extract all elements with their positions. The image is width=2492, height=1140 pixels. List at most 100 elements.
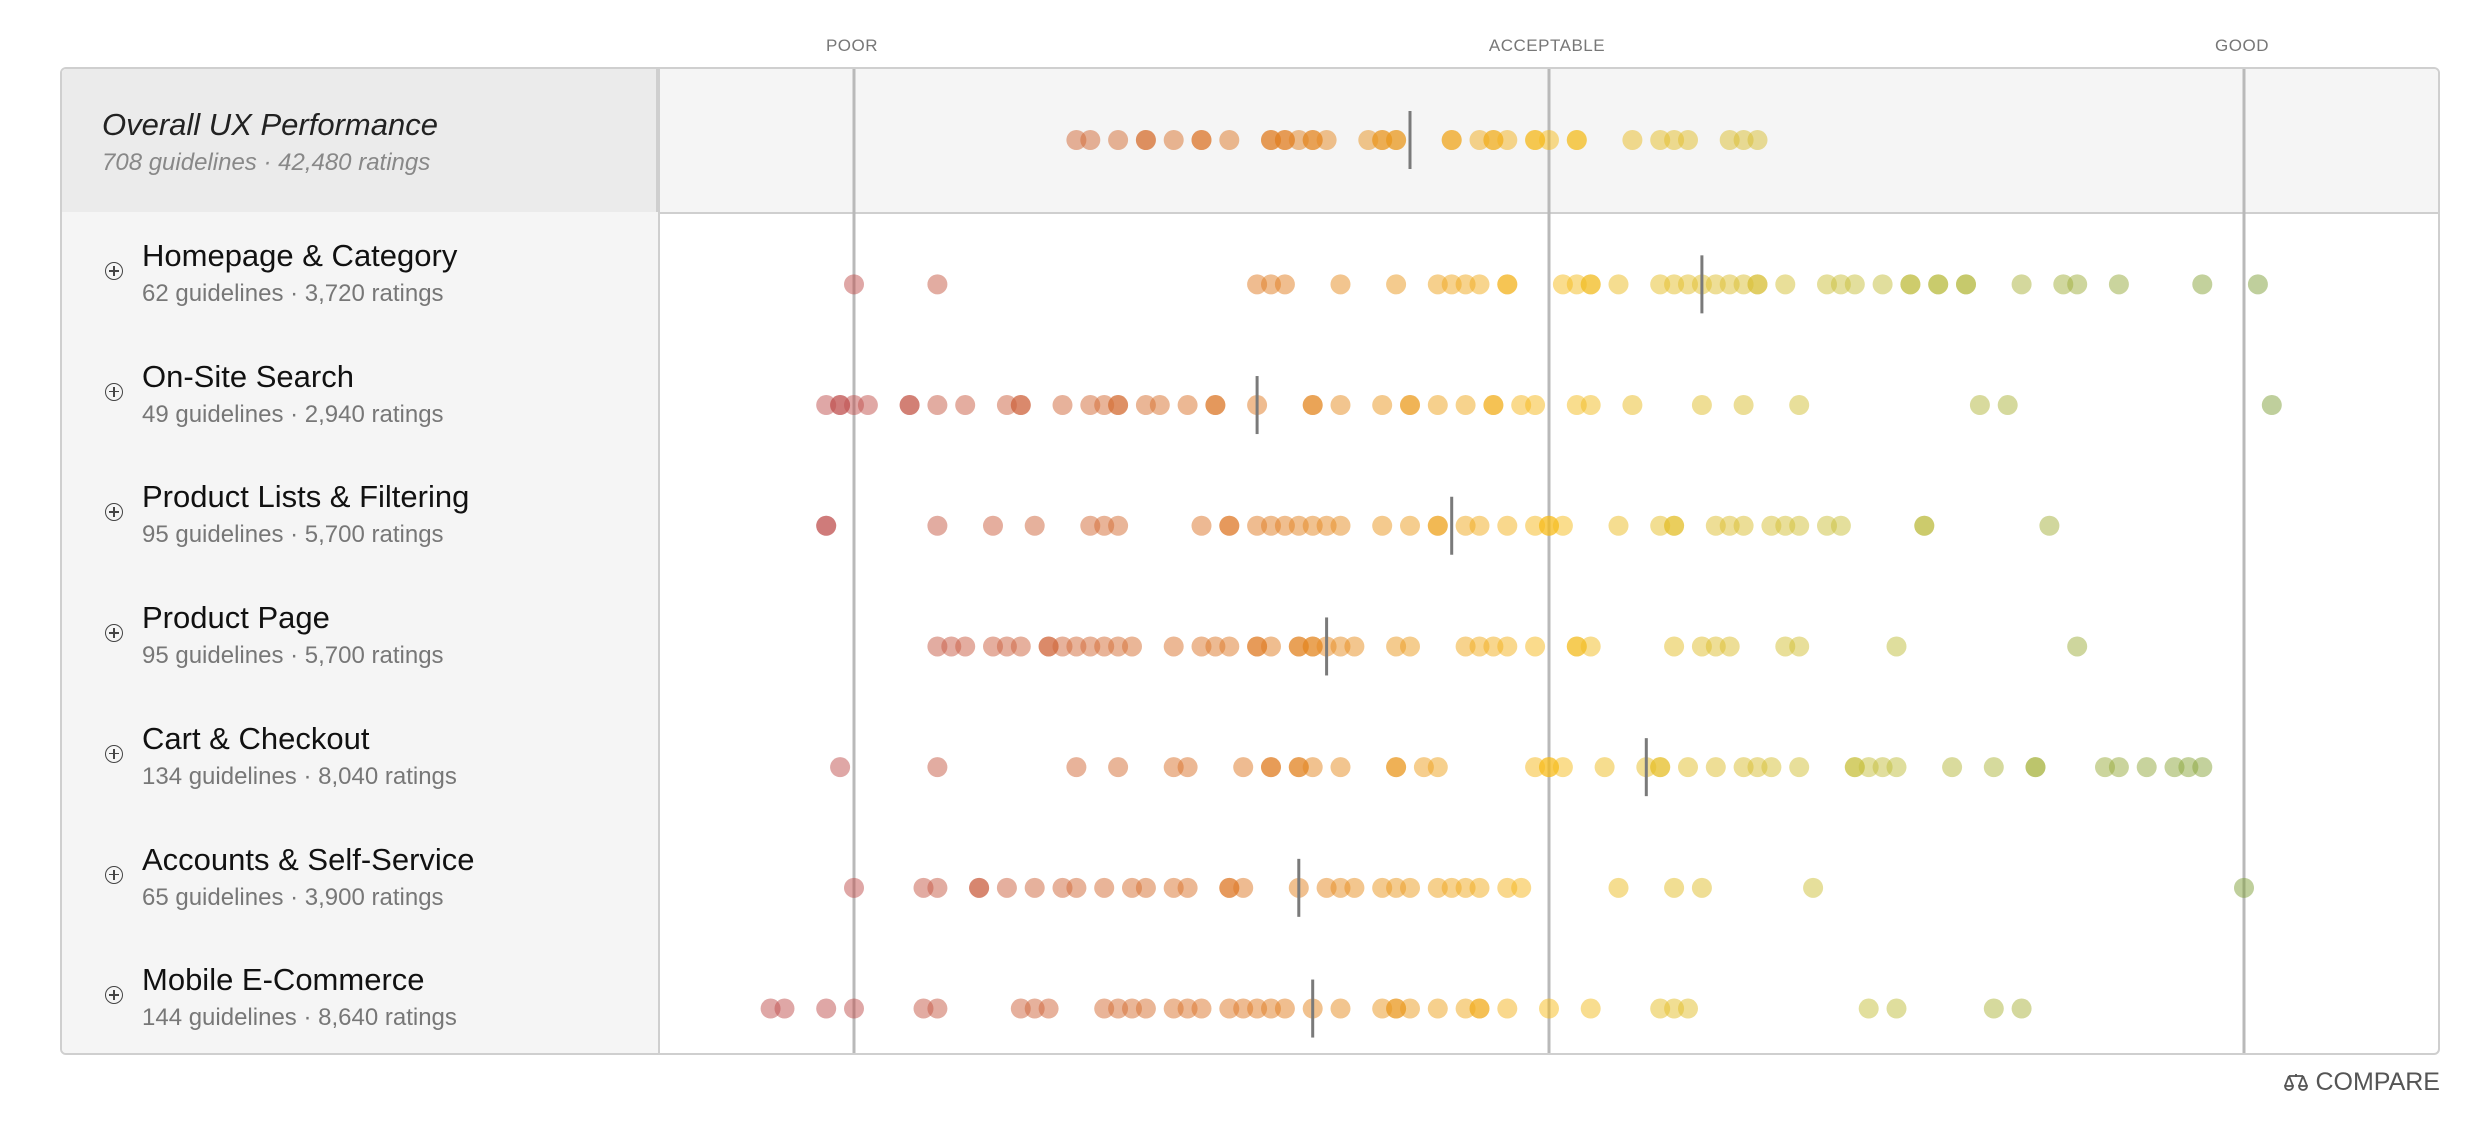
category-title: Accounts & Self-Service bbox=[142, 841, 475, 877]
rating-dot bbox=[1733, 130, 1754, 150]
rating-dot bbox=[1288, 636, 1309, 657]
rating-dot bbox=[1163, 636, 1184, 657]
rating-dot bbox=[2164, 757, 2185, 778]
expand-icon[interactable] bbox=[105, 503, 123, 522]
rating-dot bbox=[1719, 274, 1740, 295]
rating-dot bbox=[1094, 998, 1115, 1019]
rating-dot bbox=[1664, 877, 1685, 898]
category-row[interactable]: Product Page 95 guidelines · 5,700 rating… bbox=[62, 574, 658, 694]
rating-dot bbox=[1455, 998, 1476, 1019]
rating-dot bbox=[1886, 636, 1907, 657]
rating-dot bbox=[1650, 274, 1671, 295]
category-title: Product Page bbox=[142, 600, 330, 636]
category-row[interactable]: Product Lists & Filtering 95 guidelines ·… bbox=[62, 453, 658, 573]
rating-dot bbox=[1608, 515, 1629, 536]
rating-dot bbox=[2192, 757, 2213, 778]
expand-icon[interactable] bbox=[105, 382, 123, 401]
rating-dot bbox=[1400, 998, 1420, 1019]
expand-icon[interactable] bbox=[105, 262, 123, 280]
label-column bbox=[62, 69, 660, 1053]
rating-dot bbox=[1441, 274, 1462, 295]
rating-dot bbox=[1024, 877, 1045, 898]
rating-dot bbox=[1552, 274, 1573, 295]
rating-dot bbox=[1608, 877, 1629, 898]
rating-dot bbox=[1372, 877, 1393, 898]
rating-dot bbox=[1872, 757, 1893, 778]
rating-dot bbox=[1163, 998, 1184, 1019]
compare-button[interactable]: COMPARE bbox=[2283, 1068, 2440, 1097]
rating-dot bbox=[857, 395, 878, 416]
rating-dot bbox=[830, 395, 851, 416]
rating-dot bbox=[1525, 757, 1546, 778]
rating-dot bbox=[1247, 636, 1268, 657]
rating-dot bbox=[1177, 395, 1198, 416]
rating-dot bbox=[1400, 515, 1420, 536]
category-row[interactable]: Mobile E-Commerce 144 guidelines · 8,640 … bbox=[62, 936, 658, 1053]
rating-dot bbox=[1247, 274, 1268, 295]
expand-icon[interactable] bbox=[105, 865, 123, 884]
category-row[interactable]: Cart & Checkout 134 guidelines · 8,040 ra… bbox=[62, 695, 658, 815]
rating-dot bbox=[1066, 636, 1087, 657]
rating-dot bbox=[1135, 998, 1156, 1019]
rating-dot bbox=[1733, 395, 1754, 416]
rating-dot bbox=[1511, 395, 1532, 416]
category-title: Homepage & Category bbox=[142, 238, 458, 273]
category-row[interactable]: On-Site Search 49 guidelines · 2,940 rati… bbox=[62, 333, 658, 453]
rating-dot bbox=[1400, 395, 1420, 416]
rating-dot bbox=[1942, 757, 1963, 778]
rating-dot bbox=[1135, 395, 1156, 416]
rating-dot bbox=[1983, 998, 2004, 1019]
scale-label-good: GOOD bbox=[2215, 36, 2269, 55]
rating-dot bbox=[1344, 636, 1365, 657]
rating-dot bbox=[1678, 274, 1698, 295]
rating-dot bbox=[1733, 757, 1754, 778]
rating-dot bbox=[2067, 274, 2088, 295]
rating-dot bbox=[1386, 274, 1407, 295]
rating-dot bbox=[1483, 636, 1504, 657]
rating-dot bbox=[774, 998, 795, 1019]
rating-dot bbox=[927, 998, 948, 1019]
category-title: On-Site Search bbox=[142, 358, 354, 394]
rating-dot bbox=[1678, 757, 1698, 778]
rating-dot bbox=[1052, 877, 1073, 898]
rating-dot bbox=[844, 395, 864, 416]
rating-dot bbox=[1580, 998, 1601, 1019]
rating-dot bbox=[1691, 877, 1712, 898]
rating-dot bbox=[1678, 998, 1698, 1019]
rating-dot bbox=[2108, 757, 2129, 778]
rating-dot bbox=[1427, 757, 1448, 778]
rating-dot bbox=[1775, 515, 1796, 536]
category-subtitle: 49 guidelines · 2,940 ratings bbox=[142, 400, 444, 428]
rating-dot bbox=[1775, 636, 1796, 657]
category-subtitle: 144 guidelines · 8,640 ratings bbox=[142, 1004, 457, 1032]
rating-dot bbox=[1344, 877, 1365, 898]
rating-dot bbox=[1108, 757, 1129, 778]
rating-dot bbox=[2067, 636, 2088, 657]
category-row[interactable]: Homepage & Category 62 guidelines · 3,720… bbox=[62, 212, 658, 332]
rating-dot bbox=[1400, 877, 1420, 898]
rating-dot bbox=[1261, 757, 1281, 778]
rating-dot bbox=[1427, 515, 1448, 536]
rating-dot bbox=[1650, 130, 1671, 150]
rating-dot bbox=[927, 395, 948, 416]
rating-dot bbox=[1372, 130, 1393, 150]
rating-dot bbox=[1858, 998, 1879, 1019]
category-row[interactable]: Accounts & Self-Service 65 guidelines · 3… bbox=[62, 816, 658, 936]
rating-dot bbox=[1302, 130, 1323, 150]
overall-label: Overall UX Performance 708 guidelines · … bbox=[62, 69, 658, 212]
rating-dot bbox=[1386, 998, 1407, 1019]
expand-icon[interactable] bbox=[105, 744, 123, 763]
rating-dot bbox=[1483, 395, 1504, 416]
expand-icon[interactable] bbox=[105, 986, 123, 1005]
rating-dot bbox=[1872, 274, 1893, 295]
rating-dot bbox=[1122, 636, 1142, 657]
expand-icon[interactable] bbox=[105, 624, 123, 643]
rating-dot bbox=[1372, 395, 1393, 416]
rating-dot bbox=[1163, 757, 1184, 778]
rating-dot bbox=[1789, 636, 1810, 657]
rating-dot bbox=[1705, 636, 1726, 657]
rating-dot bbox=[1803, 877, 1824, 898]
rating-dot bbox=[1469, 877, 1490, 898]
rating-dot bbox=[1886, 998, 1907, 1019]
rating-dot bbox=[760, 998, 781, 1019]
